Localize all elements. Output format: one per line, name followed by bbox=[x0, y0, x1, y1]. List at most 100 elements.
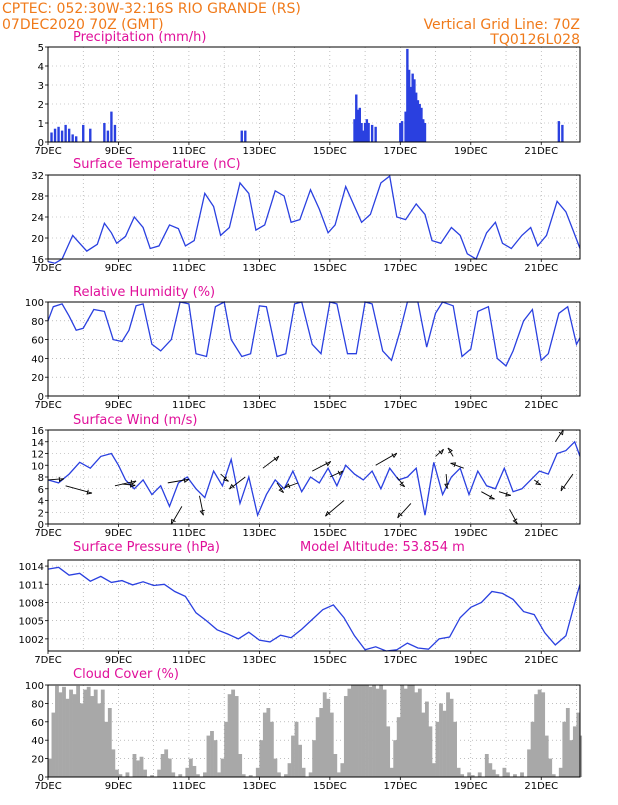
cloud-bar bbox=[488, 763, 493, 777]
wind-arrow bbox=[396, 476, 406, 487]
cloud-bar bbox=[569, 740, 574, 777]
wind-arrow bbox=[329, 470, 344, 478]
y-tick-label: 1005 bbox=[19, 617, 44, 628]
cloud-bar bbox=[333, 754, 338, 777]
y-tick-label: 32 bbox=[31, 171, 44, 182]
cloud-bar bbox=[417, 688, 422, 777]
cloud-bar bbox=[90, 696, 95, 777]
cloud-bar bbox=[206, 735, 211, 777]
cloud-bar bbox=[456, 767, 461, 777]
wind-arrow bbox=[167, 478, 189, 484]
x-tick-label: 17DEC bbox=[383, 528, 417, 539]
cloud-bar bbox=[544, 735, 549, 777]
cloud-bar bbox=[403, 688, 408, 777]
y-tick-label: 80 bbox=[31, 699, 44, 710]
wind-arrow bbox=[445, 474, 448, 489]
wind-arrow bbox=[498, 491, 511, 496]
y-tick-label: 0 bbox=[38, 520, 44, 531]
cloud-bar bbox=[382, 689, 387, 777]
x-tick-label: 21DEC bbox=[524, 400, 558, 411]
cloud-bar bbox=[315, 717, 320, 777]
cloud-bar bbox=[340, 763, 345, 777]
cloud-bar bbox=[65, 698, 70, 777]
x-tick-label: 17DEC bbox=[383, 400, 417, 411]
cloud-bar bbox=[435, 721, 440, 777]
cloud-bar bbox=[277, 772, 281, 777]
panel-title: Cloud Cover (%) bbox=[73, 667, 179, 682]
wind-arrow bbox=[481, 491, 495, 500]
panel-title: Surface Wind (m/s) bbox=[73, 413, 197, 428]
precip-bar bbox=[240, 130, 243, 142]
x-tick-label: 7DEC bbox=[34, 781, 61, 792]
cloud-bar bbox=[379, 685, 384, 777]
cloud-bar bbox=[150, 775, 154, 777]
precip-bar bbox=[400, 121, 404, 142]
y-tick-label: 80 bbox=[31, 317, 44, 328]
cloud-bar bbox=[393, 740, 398, 777]
cloud-bar bbox=[414, 692, 419, 777]
wind-arrow-head bbox=[278, 487, 284, 493]
cloud-bar bbox=[548, 758, 553, 777]
precip-bar bbox=[406, 48, 409, 142]
cloud-bar bbox=[284, 774, 288, 777]
cloud-bar bbox=[132, 754, 137, 777]
header-date: 07DEC2020 70Z (GMT) bbox=[2, 17, 164, 33]
cloud-bar bbox=[55, 685, 59, 777]
y-tick-label: 20 bbox=[31, 234, 44, 245]
precip-bar bbox=[399, 123, 402, 142]
precip-bar bbox=[423, 123, 427, 142]
precip-bar bbox=[113, 124, 117, 142]
precip-bar bbox=[356, 109, 360, 142]
precip-bar bbox=[418, 104, 421, 142]
cloud-bar bbox=[534, 694, 539, 777]
precip-bar bbox=[358, 107, 362, 142]
cloud-bar bbox=[287, 763, 292, 777]
cloud-bar bbox=[347, 688, 352, 777]
wind-arrow-head bbox=[488, 494, 495, 500]
cloud-bar bbox=[104, 721, 109, 777]
cloud-bar bbox=[551, 774, 556, 777]
wind-arrow-head bbox=[438, 449, 444, 455]
cloud-bar bbox=[157, 769, 162, 777]
precip-bar bbox=[110, 111, 113, 142]
cloud-bar bbox=[111, 749, 116, 777]
x-tick-label: 15DEC bbox=[313, 146, 347, 157]
x-tick-label: 21DEC bbox=[524, 655, 558, 666]
y-tick-label: 3 bbox=[38, 81, 44, 92]
precip-bar bbox=[362, 130, 365, 142]
y-tick-label: 12 bbox=[31, 450, 44, 461]
precip-bar bbox=[64, 124, 67, 142]
x-tick-label: 17DEC bbox=[383, 146, 417, 157]
cloud-bar bbox=[343, 696, 348, 777]
precip-bar bbox=[367, 123, 370, 142]
header-gridline: Vertical Grid Line: 70Z bbox=[424, 17, 580, 33]
cloud-bar bbox=[234, 696, 239, 777]
precip-bar bbox=[404, 111, 407, 142]
cloud-bar bbox=[188, 758, 193, 777]
cloud-bar bbox=[231, 689, 236, 777]
cloud-bar bbox=[386, 726, 391, 777]
cloud-bar bbox=[259, 740, 264, 777]
wind-arrow-head bbox=[129, 482, 136, 488]
x-tick-label: 7DEC bbox=[34, 400, 61, 411]
y-tick-label: 60 bbox=[31, 718, 44, 729]
cloud-bar bbox=[224, 721, 228, 777]
y-tick-label: 60 bbox=[31, 336, 44, 347]
cloud-bar bbox=[467, 772, 472, 777]
panel-frame bbox=[47, 559, 581, 652]
x-tick-label: 11DEC bbox=[172, 655, 206, 666]
y-tick-label: 1002 bbox=[19, 635, 44, 646]
cloud-bar bbox=[171, 772, 176, 777]
x-tick-label: 21DEC bbox=[524, 146, 558, 157]
cloud-bar bbox=[294, 721, 299, 777]
x-tick-label: 15DEC bbox=[313, 528, 347, 539]
series-line bbox=[47, 440, 581, 518]
y-tick-label: 100 bbox=[25, 681, 44, 692]
wind-arrow bbox=[284, 482, 299, 489]
cloud-bar bbox=[495, 774, 500, 777]
series-line bbox=[47, 301, 581, 367]
y-tick-label: 1 bbox=[38, 119, 44, 130]
precip-bar bbox=[407, 69, 411, 142]
x-tick-label: 13DEC bbox=[243, 781, 277, 792]
